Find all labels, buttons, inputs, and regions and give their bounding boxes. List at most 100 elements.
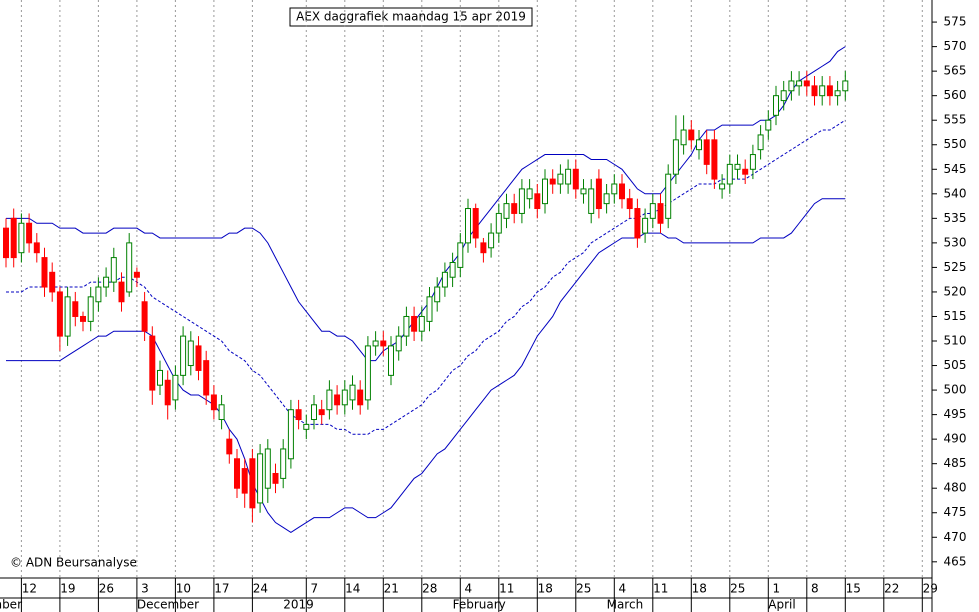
month-label: December (137, 598, 199, 612)
y-tick-label: 550 (944, 137, 967, 151)
chart-title: AEX daggrafiek maandag 15 apr 2019 (296, 10, 526, 24)
candle-body (726, 163, 733, 185)
y-tick-label: 545 (944, 162, 967, 176)
candle-body (364, 345, 371, 401)
candle-body (118, 281, 125, 303)
candle-body (488, 232, 495, 249)
candle-body (141, 301, 148, 332)
title-box (289, 7, 533, 27)
candle-body (272, 472, 279, 484)
y-tick-label: 510 (944, 334, 967, 348)
candle-body (518, 188, 525, 214)
y-tick-label: 570 (944, 39, 967, 53)
x-tick-label: 22 (884, 582, 899, 596)
candle-body (703, 139, 710, 165)
candle-body (457, 242, 464, 268)
candle-body (349, 384, 356, 401)
x-tick-label: 3 (141, 582, 149, 596)
candle-body (33, 242, 40, 254)
candle-body (164, 379, 171, 406)
month-label: February (453, 598, 506, 612)
month-label: mber (0, 598, 22, 612)
y-tick-label: 535 (944, 211, 967, 225)
candle-body (357, 389, 364, 406)
candle-body (303, 423, 310, 430)
candle-body (665, 173, 672, 219)
x-tick-label: 1 (772, 582, 780, 596)
x-tick-label: 24 (253, 582, 268, 596)
candle-body (626, 198, 633, 210)
x-tick-label: 8 (811, 582, 819, 596)
candle-body (311, 404, 317, 421)
candle-body (503, 203, 510, 219)
candle-body (203, 360, 210, 396)
candle-body (811, 85, 818, 97)
y-tick-label: 560 (944, 88, 967, 102)
candle-body (449, 262, 456, 278)
y-tick-label: 520 (944, 284, 967, 298)
x-tick-label: 17 (214, 582, 229, 596)
y-tick-label: 465 (944, 554, 967, 568)
candle-body (672, 139, 679, 175)
candle-body (249, 458, 256, 509)
candle-body (441, 271, 448, 288)
band-middle (6, 119, 846, 435)
candle-body (803, 80, 810, 87)
candle-body (41, 257, 48, 288)
candle-body (257, 453, 264, 504)
month-label: April (768, 598, 795, 612)
candle-body (87, 296, 94, 322)
candle-body (480, 242, 487, 254)
candle-body (241, 468, 248, 494)
candle-body (526, 188, 533, 200)
candle-body (549, 178, 556, 185)
y-tick-label: 485 (944, 456, 967, 470)
candle-body (734, 163, 741, 170)
month-label: March (607, 598, 644, 612)
candle-body (18, 222, 25, 254)
candle-body (295, 409, 302, 421)
candle-body (434, 286, 441, 303)
candle-body (26, 222, 33, 244)
candle-body (757, 134, 764, 151)
candle-body (418, 315, 425, 332)
candle-body (426, 296, 433, 322)
candle-body (465, 208, 471, 244)
candle-body (326, 389, 333, 411)
candle-body (773, 95, 779, 116)
y-tick-label: 515 (944, 309, 967, 323)
x-tick-label: 10 (176, 582, 191, 596)
candle-body (110, 257, 117, 283)
band-lower (6, 198, 846, 533)
candle-body (595, 178, 602, 210)
y-tick-label: 530 (944, 235, 967, 249)
y-tick-label: 495 (944, 407, 967, 421)
candle-body (280, 448, 287, 479)
y-tick-label: 575 (944, 15, 967, 29)
candle-body (619, 183, 625, 200)
candle-body (195, 345, 202, 371)
x-tick-label: 14 (345, 582, 360, 596)
candle-body (95, 286, 102, 303)
candle-body (611, 183, 618, 195)
candle-body (264, 448, 271, 489)
candle-body (742, 168, 749, 175)
y-tick-label: 555 (944, 113, 967, 127)
candle-body (388, 345, 394, 376)
candle-body (157, 369, 163, 386)
candle-body (542, 178, 548, 205)
candle-body (588, 188, 595, 214)
candle-body (287, 409, 294, 460)
candle-body (534, 193, 541, 210)
x-tick-label: 21 (384, 582, 399, 596)
candle-body (788, 80, 795, 92)
x-tick-label: 26 (99, 582, 114, 596)
x-tick-label: 25 (576, 582, 591, 596)
candle-body (657, 203, 664, 224)
candle-body (719, 183, 726, 190)
candle-body (372, 340, 379, 347)
candle-body (334, 394, 341, 406)
candle-body (680, 129, 687, 146)
